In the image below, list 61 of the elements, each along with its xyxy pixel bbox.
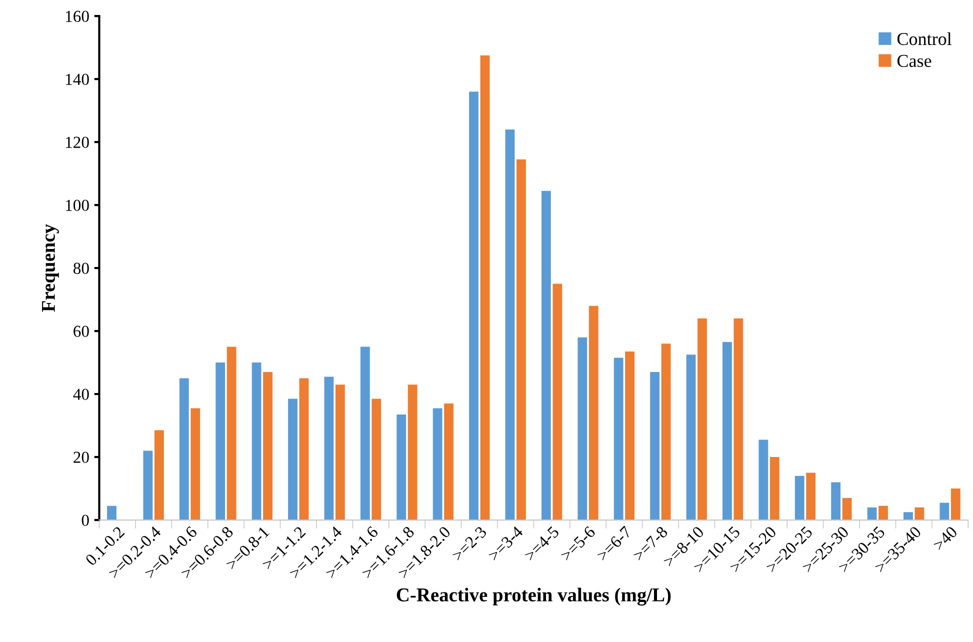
bar <box>263 372 272 520</box>
bar <box>335 384 345 520</box>
bar <box>950 488 960 520</box>
bar <box>541 190 551 520</box>
y-axis-title: Frequency <box>42 224 59 312</box>
bar <box>143 450 153 520</box>
bar <box>552 284 562 520</box>
bar <box>614 358 624 520</box>
bar <box>722 342 732 520</box>
bar <box>578 337 588 520</box>
bar <box>686 354 696 520</box>
legend-label: Control <box>897 32 952 46</box>
bar <box>940 502 950 520</box>
bar <box>107 506 116 520</box>
bar <box>444 403 454 520</box>
y-tick-label: 80 <box>73 262 89 274</box>
bar <box>360 346 370 520</box>
y-tick-label: 60 <box>74 326 89 337</box>
bar <box>154 430 164 520</box>
bar <box>831 482 841 520</box>
x-tick-label: >40 <box>932 526 958 552</box>
y-tick-label: 120 <box>66 136 89 148</box>
bar <box>698 318 707 520</box>
y-tick-label: 20 <box>74 452 89 463</box>
y-tick-label: 0 <box>82 514 89 526</box>
bar <box>216 362 226 520</box>
bar <box>878 506 888 520</box>
y-tick-label: 100 <box>66 200 89 211</box>
bar <box>190 408 200 520</box>
legend-label: Case <box>897 54 932 68</box>
y-tick-label: 160 <box>66 10 89 22</box>
bar <box>794 476 804 520</box>
bar <box>904 512 913 520</box>
bar <box>299 378 309 520</box>
bar <box>770 457 780 520</box>
bar <box>432 408 442 520</box>
bar <box>516 159 526 520</box>
bar <box>588 306 598 520</box>
bar <box>625 352 635 520</box>
bar <box>867 507 877 520</box>
bar <box>469 92 478 520</box>
bar <box>226 346 236 520</box>
bar <box>842 498 852 520</box>
bar <box>480 55 490 520</box>
bar <box>408 384 418 520</box>
y-tick-label: 140 <box>66 74 89 85</box>
bar <box>505 129 515 520</box>
bar <box>650 372 660 520</box>
x-axis-title: C-Reactive protein values (mg/L) <box>396 588 671 606</box>
bar <box>758 440 768 520</box>
bar <box>324 376 334 520</box>
bar <box>914 507 924 520</box>
bar <box>288 398 298 520</box>
bar <box>661 344 671 520</box>
bar <box>806 472 816 520</box>
bar <box>396 414 406 520</box>
bar <box>179 378 189 520</box>
bar <box>252 362 262 520</box>
bar <box>734 318 744 520</box>
bar <box>372 398 382 520</box>
y-tick-label: 40 <box>73 388 89 400</box>
